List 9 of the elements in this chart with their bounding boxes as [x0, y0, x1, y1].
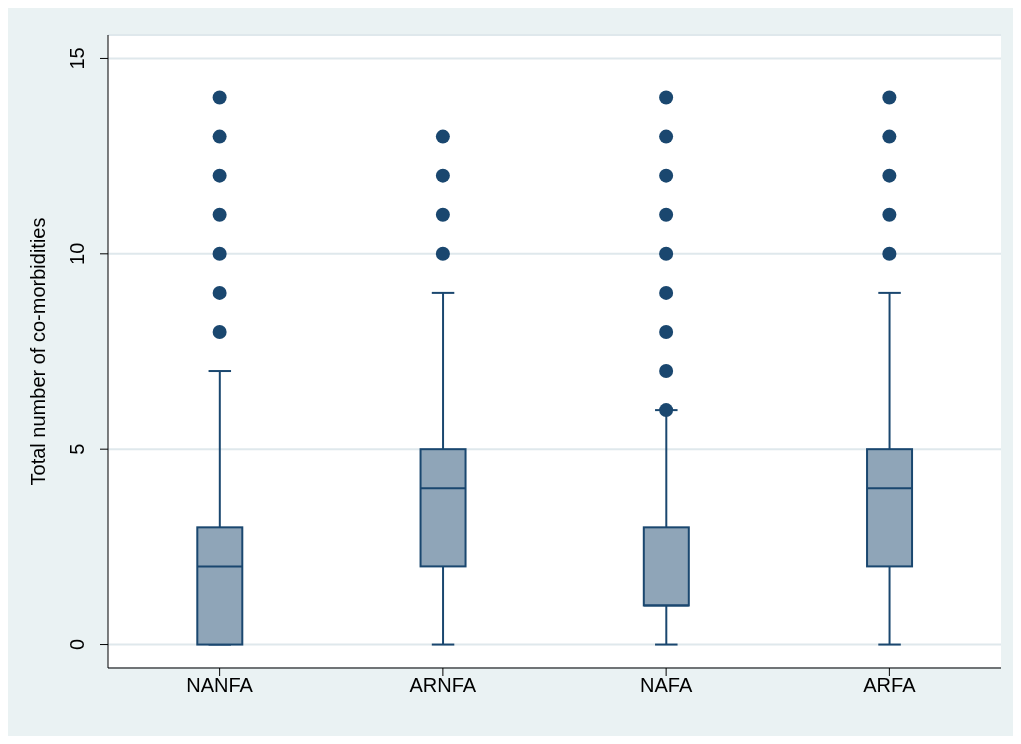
y-tick-label: 5	[66, 443, 88, 455]
y-tick-label: 0	[66, 638, 88, 651]
y-tick-label: 10	[66, 242, 88, 265]
x-tick-label: ARNFA	[409, 674, 477, 697]
y-tick-label: 15	[66, 47, 88, 70]
y-axis-title: Total number of co-morbidities	[27, 217, 50, 486]
x-tick-label: NANFA	[186, 674, 254, 697]
x-tick-label: NAFA	[640, 674, 693, 697]
x-tick-label: ARFA	[863, 674, 917, 697]
